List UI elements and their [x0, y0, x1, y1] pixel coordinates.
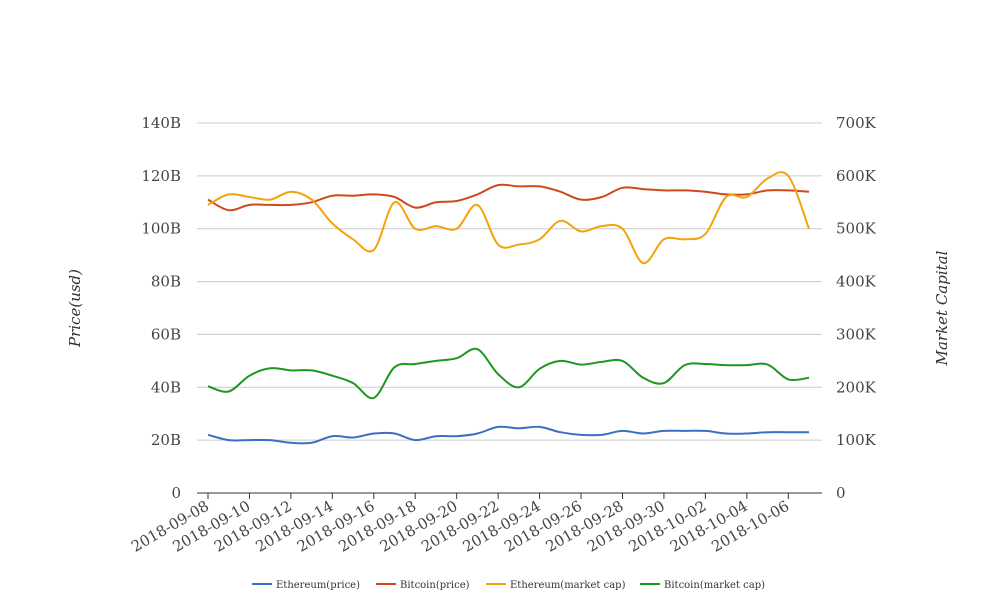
- y-right-tick-label: 600K: [836, 167, 877, 185]
- y-right-tick-label: 200K: [836, 378, 877, 396]
- y-right-tick-label: 700K: [836, 114, 877, 132]
- y-right-tick-label: 500K: [836, 220, 877, 238]
- y-right-tick-label: 400K: [836, 273, 877, 291]
- y-left-tick-label: 40B: [151, 378, 181, 396]
- legend-label: Ethereum(price): [276, 580, 360, 591]
- right-y-axis: 0 100K 200K 300K 400K 500K 600K 700K: [836, 114, 877, 502]
- y-left-tick-label: 120B: [141, 167, 181, 185]
- legend[interactable]: Ethereum(price) Bitcoin(price) Ethereum(ma…: [252, 580, 765, 591]
- series-line-ethereum-market-cap: [207, 171, 810, 265]
- x-axis: 2018-09-082018-09-102018-09-122018-09-14…: [128, 493, 792, 556]
- legend-item[interactable]: Ethereum(market cap): [486, 580, 626, 591]
- right-axis-title: Market Capital: [933, 250, 951, 366]
- legend-item[interactable]: Bitcoin(market cap): [640, 580, 765, 591]
- y-left-tick-label: 100B: [141, 220, 181, 238]
- legend-label: Bitcoin(price): [400, 580, 470, 591]
- series-line-bitcoin-market-cap: [207, 347, 810, 400]
- series-lines: [207, 171, 810, 445]
- y-left-tick-label: 60B: [151, 325, 181, 343]
- left-axis-title: Price(usd): [66, 269, 84, 348]
- y-left-tick-label: 140B: [141, 114, 181, 132]
- legend-item[interactable]: Ethereum(price): [252, 580, 360, 591]
- y-right-tick-label: 100K: [836, 431, 877, 449]
- legend-label: Bitcoin(market cap): [664, 580, 765, 591]
- y-left-tick-label: 0: [171, 484, 181, 502]
- legend-label: Ethereum(market cap): [510, 580, 626, 591]
- legend-item[interactable]: Bitcoin(price): [376, 580, 470, 591]
- gridlines: [197, 122, 822, 494]
- left-y-axis: 0 20B 40B 60B 80B 100B 120B 140B: [141, 114, 181, 502]
- y-left-tick-label: 80B: [151, 273, 181, 291]
- series-line-bitcoin-price: [207, 183, 810, 212]
- series-line-ethereum-price: [207, 425, 809, 445]
- y-left-tick-label: 20B: [151, 431, 181, 449]
- y-right-tick-label: 300K: [836, 325, 877, 343]
- y-right-tick-label: 0: [836, 484, 846, 502]
